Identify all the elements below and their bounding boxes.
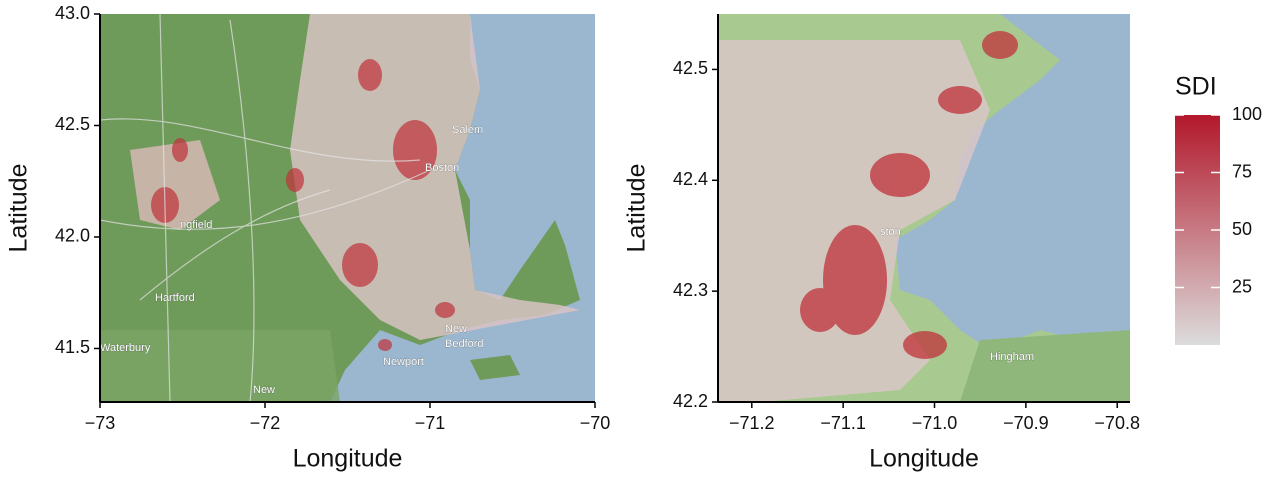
place-label: Waterbury [100, 342, 151, 354]
colorbar-title: SDI [1175, 73, 1217, 101]
y-tick-label: 42.0 [55, 226, 90, 246]
colorbar-tick-label: 75 [1232, 161, 1252, 181]
x-axis-title: Longitude [869, 445, 979, 473]
x-tick-label: −73 [85, 413, 116, 433]
y-tick-label: 42.4 [673, 169, 708, 189]
place-label: Newport [383, 356, 424, 368]
x-tick-label: −72 [250, 413, 281, 433]
x-tick-label: −71 [415, 413, 446, 433]
right-map-background [718, 14, 1130, 402]
x-axis-title: Longitude [293, 445, 403, 473]
x-tick-label: −70.8 [1094, 413, 1140, 433]
place-label: Bedford [445, 338, 484, 350]
x-tick-label: −70 [580, 413, 611, 433]
x-tick-label: −71.1 [820, 413, 866, 433]
colorbar-tick-label: 25 [1232, 276, 1252, 296]
place-label: ngfield [180, 219, 212, 231]
y-tick-label: 42.5 [673, 58, 708, 78]
place-label: Boston [425, 162, 459, 174]
left-map-background [100, 14, 595, 402]
y-tick-label: 42.5 [55, 114, 90, 134]
colorbar-tick-label: 100 [1232, 104, 1262, 124]
y-axis-title: Latitude [623, 164, 651, 253]
place-label: Hartford [155, 292, 195, 304]
place-label: Salem [452, 124, 483, 136]
y-tick-label: 42.3 [673, 280, 708, 300]
place-label: ston [880, 226, 901, 238]
place-label: New [253, 384, 275, 396]
x-tick-label: −71.2 [729, 413, 775, 433]
y-tick-label: 41.5 [55, 337, 90, 357]
x-tick-label: −70.9 [1003, 413, 1049, 433]
place-label: New [445, 323, 467, 335]
x-tick-label: −71.0 [912, 413, 958, 433]
place-label: Hingham [990, 351, 1034, 363]
y-tick-label: 43.0 [55, 3, 90, 23]
y-axis-title: Latitude [5, 164, 33, 253]
colorbar-tick-label: 50 [1232, 219, 1252, 239]
y-tick-label: 42.2 [673, 391, 708, 411]
